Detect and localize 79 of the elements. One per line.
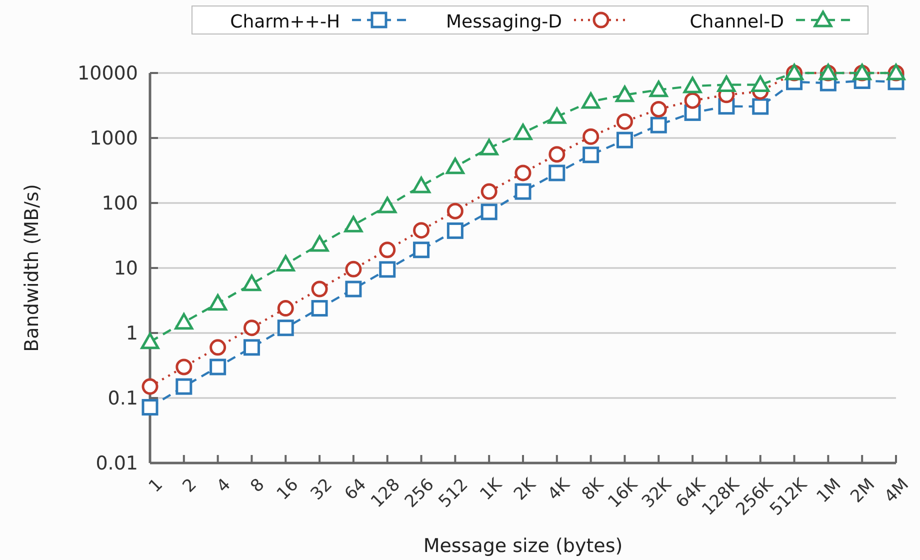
point — [548, 107, 566, 124]
legend-label: Messaging-D — [446, 11, 562, 32]
x-tick-label: 2M — [846, 474, 880, 507]
point — [310, 235, 329, 252]
x-tick-label: 32 — [307, 474, 336, 504]
point — [378, 196, 397, 214]
point — [582, 92, 600, 109]
point — [243, 339, 260, 356]
point — [379, 242, 396, 258]
point — [210, 358, 226, 376]
point — [548, 146, 566, 163]
point — [412, 176, 431, 194]
point — [311, 280, 328, 298]
legend-label: Channel-D — [690, 11, 784, 32]
y-tick-label: 0.1 — [108, 388, 138, 410]
point — [480, 138, 498, 156]
point — [210, 339, 226, 356]
point — [176, 378, 192, 395]
y-tick-label: 10 — [114, 258, 138, 280]
point — [413, 242, 430, 258]
y-tick-label: 1 — [126, 322, 138, 345]
point — [683, 76, 702, 94]
point — [616, 113, 633, 130]
y-tick-label: 0.01 — [96, 452, 138, 475]
point — [446, 222, 464, 239]
point — [345, 280, 362, 298]
point — [276, 255, 295, 272]
x-tick-label: 1 — [145, 474, 167, 497]
x-tick-label: 16 — [273, 474, 303, 504]
point — [208, 294, 228, 311]
x-tick-label: 512 — [435, 474, 472, 512]
point — [174, 313, 194, 330]
point — [345, 260, 362, 278]
x-tick-label: 8K — [578, 474, 608, 504]
x-tick-label: 1K — [476, 474, 507, 504]
x-tick-label: 2 — [179, 474, 201, 497]
point — [311, 300, 328, 317]
point — [446, 202, 464, 220]
x-tick-label: 4M — [880, 474, 913, 507]
x-tick-label: 8 — [246, 474, 269, 497]
point — [243, 320, 260, 336]
legend-label: Charm++-H — [230, 11, 340, 32]
point — [142, 378, 158, 395]
point — [514, 183, 532, 200]
point — [615, 86, 634, 102]
point — [582, 146, 600, 164]
y-tick-label: 10000 — [78, 62, 138, 85]
y-tick-label: 1000 — [90, 128, 138, 150]
point — [480, 183, 498, 200]
point — [480, 204, 498, 220]
point — [344, 216, 363, 232]
point — [751, 75, 770, 92]
x-tick-label: 4K — [544, 474, 574, 504]
point — [650, 116, 667, 134]
y-tick-label: 100 — [102, 192, 138, 215]
point — [446, 158, 464, 174]
point — [413, 222, 430, 239]
point — [650, 100, 667, 118]
point — [142, 399, 158, 416]
point — [752, 98, 769, 115]
x-tick-label: 2K — [510, 474, 541, 504]
point — [514, 124, 532, 140]
y-axis-title: Bandwidth (MB/s) — [21, 184, 43, 352]
point — [277, 300, 294, 317]
point — [616, 132, 633, 148]
point — [514, 164, 532, 182]
point — [176, 358, 192, 376]
point — [277, 320, 294, 336]
point — [140, 332, 160, 350]
x-tick-label: 4 — [212, 474, 235, 497]
x-tick-label: 1M — [812, 474, 846, 507]
point — [717, 75, 736, 92]
point — [684, 92, 701, 109]
point — [582, 128, 600, 145]
point — [242, 274, 261, 292]
point — [548, 164, 566, 182]
point — [379, 261, 396, 278]
point — [649, 80, 668, 98]
x-axis-title: Message size (bytes) — [423, 535, 623, 557]
